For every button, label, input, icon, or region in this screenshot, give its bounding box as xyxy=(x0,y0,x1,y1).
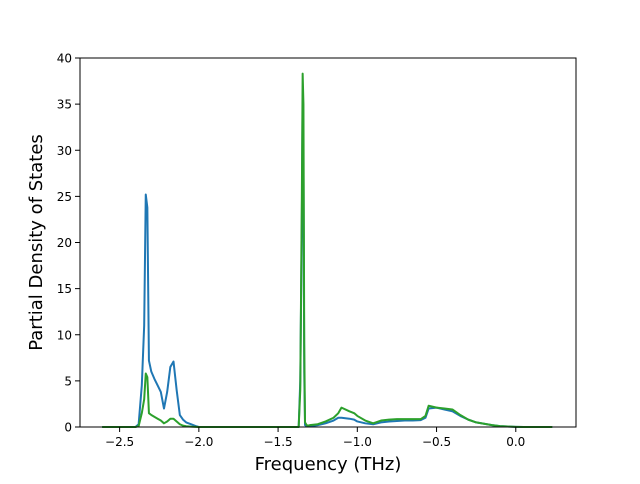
series-layer xyxy=(102,72,553,428)
y-tick-label: 30 xyxy=(57,144,72,158)
y-tick-label: 10 xyxy=(57,328,72,342)
x-tick-label: −2.5 xyxy=(105,435,134,449)
y-axis-label: Partial Density of States xyxy=(26,134,47,351)
y-tick-label: 25 xyxy=(57,190,72,204)
x-tick-label: −0.5 xyxy=(422,435,451,449)
y-tick-label: 0 xyxy=(64,421,72,435)
plot-area-frame xyxy=(79,57,577,428)
x-axis-label: Frequency (THz) xyxy=(255,454,402,475)
x-axis-ticks: −2.5 −2.0 −1.5 −1.0 −0.5 0.0 xyxy=(105,427,525,449)
series-line-2 xyxy=(102,72,553,428)
y-tick-label: 20 xyxy=(57,236,72,250)
x-tick-label: 0.0 xyxy=(506,435,525,449)
y-tick-label: 40 xyxy=(57,52,72,66)
x-tick-label: −1.0 xyxy=(343,435,372,449)
y-tick-label: 35 xyxy=(57,98,72,112)
y-axis-ticks: 0 5 10 15 20 25 30 35 40 xyxy=(57,52,80,435)
y-tick-label: 5 xyxy=(64,374,72,388)
x-tick-label: −1.5 xyxy=(264,435,293,449)
x-tick-label: −2.0 xyxy=(184,435,213,449)
y-tick-label: 15 xyxy=(57,282,72,296)
